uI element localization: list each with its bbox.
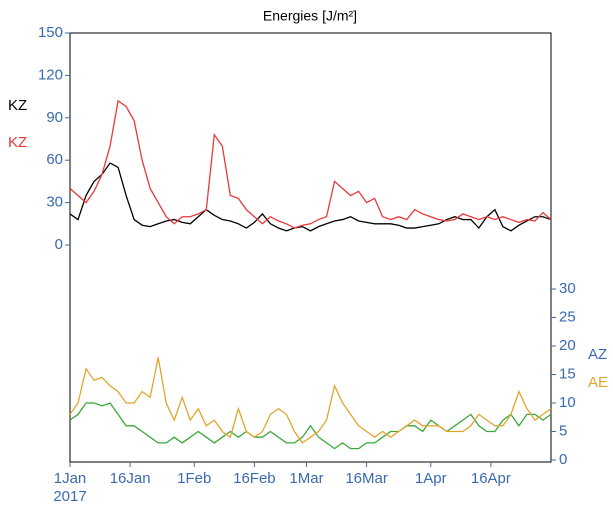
- plot-frame: [69, 32, 552, 463]
- series-label: KZ: [8, 134, 27, 151]
- x-tick-label: 1Mar: [289, 470, 323, 487]
- series-line: [69, 402, 552, 450]
- series-line: [69, 162, 552, 232]
- y-tick-label: 120: [38, 66, 63, 83]
- x-tick-label: 16Apr: [471, 470, 511, 487]
- x-tick-label: 1Jan: [54, 470, 87, 487]
- series-line: [69, 357, 552, 444]
- y-tick-label: 90: [46, 109, 63, 126]
- y2-tick-label: 25: [559, 308, 576, 325]
- y2-tick-label: 5: [559, 422, 567, 439]
- y2-tick-label: 15: [559, 365, 576, 382]
- y-tick-label: 0: [55, 236, 63, 253]
- series-line: [69, 99, 552, 229]
- x-tick-label: 16Jan: [110, 470, 151, 487]
- series-label: AZ: [588, 346, 607, 363]
- series-label: AE: [588, 374, 608, 391]
- y2-tick-label: 20: [559, 337, 576, 354]
- y-tick-label: 30: [46, 194, 63, 211]
- y2-tick-label: 30: [559, 280, 576, 297]
- chart-title: Energies [J/m²]: [263, 8, 357, 24]
- x-tick-label: 16Feb: [233, 470, 276, 487]
- y-tick-label: 150: [38, 24, 63, 41]
- series-label: KZ: [8, 97, 27, 114]
- y2-tick-label: 0: [559, 451, 567, 468]
- y-tick-label: 60: [46, 151, 63, 168]
- x-tick-label: 1Feb: [177, 470, 211, 487]
- x-tick-label: 1Apr: [415, 470, 447, 487]
- x-tick-label: 16Mar: [345, 470, 388, 487]
- y2-tick-label: 10: [559, 394, 576, 411]
- x-year-label: 2017: [53, 488, 86, 505]
